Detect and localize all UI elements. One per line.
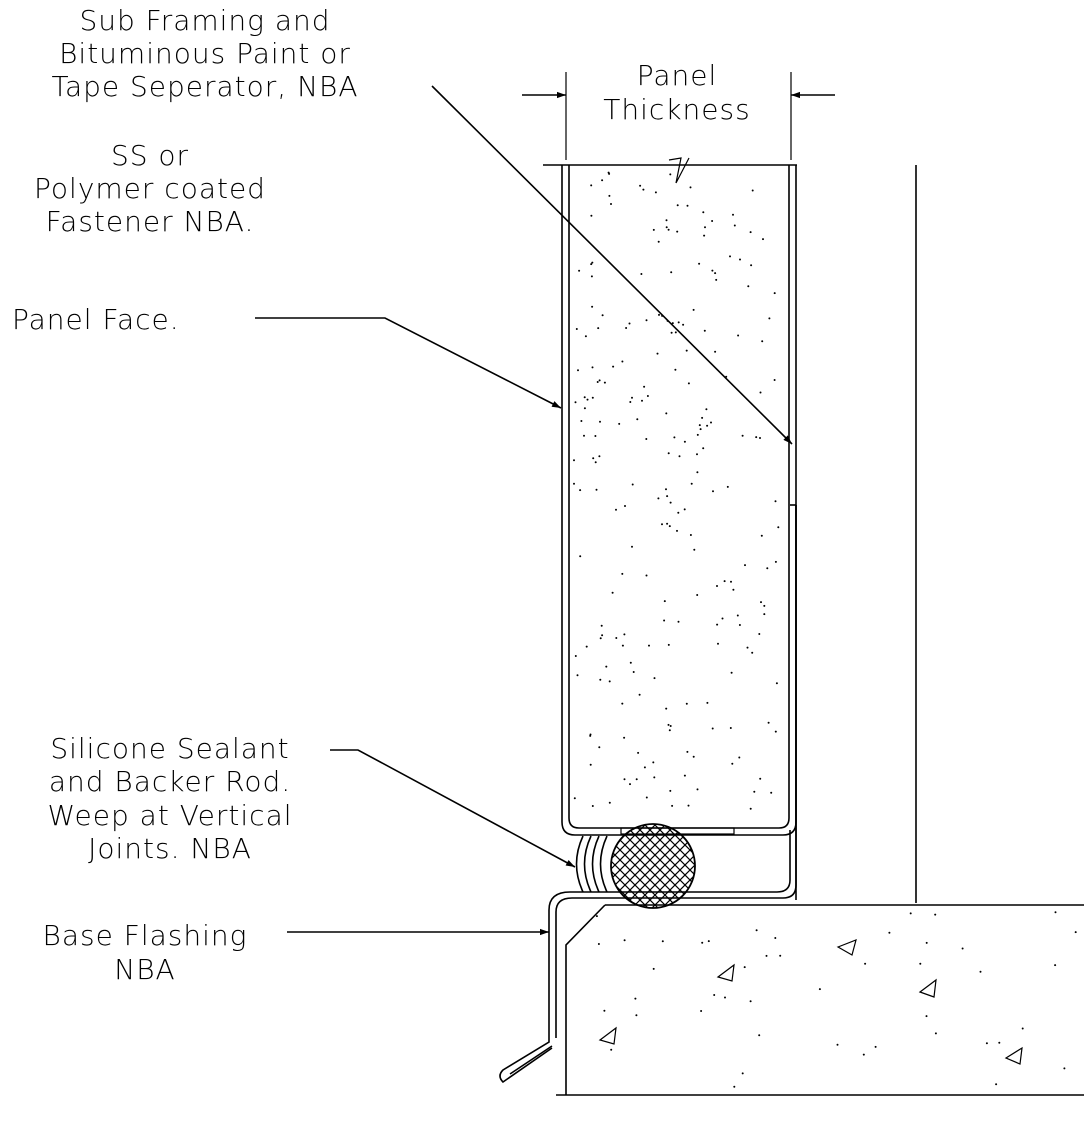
panel-body	[543, 157, 797, 836]
base-flashing	[499, 505, 797, 1084]
label-base-flashing-line-1: Base Flashing	[43, 919, 248, 952]
slab-aggregate-triangles	[598, 939, 1023, 1065]
leader-sealant	[330, 749, 576, 868]
sealant-bead	[575, 835, 608, 893]
label-sealant: Silicone Sealant and Backer Rod. Weep at…	[47, 732, 292, 865]
label-fastener-line-2: Polymer coated	[34, 172, 266, 205]
sub-framing	[790, 165, 917, 903]
label-sealant-line-3: Weep at Vertical	[47, 799, 292, 832]
label-sealant-line-4: Joints. NBA	[88, 832, 252, 865]
label-panel-thickness-line-1: Panel	[637, 59, 718, 92]
label-fastener-line-1: SS or	[111, 139, 189, 172]
label-sub-framing-line-2: Bituminous Paint or	[59, 37, 351, 70]
leader-panel-face	[255, 317, 562, 409]
label-base-flashing-line-2: NBA	[114, 953, 175, 986]
panel-thickness-dimension	[522, 72, 835, 160]
label-panel-face: Panel Face.	[12, 303, 180, 336]
panel-core-stipple	[573, 171, 780, 810]
concrete-slab	[556, 904, 1084, 1096]
label-sub-framing-line-3: Tape Seperator, NBA	[51, 70, 358, 103]
label-base-flashing: Base Flashing NBA	[43, 919, 248, 986]
label-panel-thickness: Panel Thickness	[603, 59, 750, 126]
label-sealant-line-1: Silicone Sealant	[50, 732, 289, 765]
slab-aggregate-stipple	[595, 911, 1077, 1088]
label-sealant-line-2: and Backer Rod.	[49, 765, 291, 798]
backer-rod	[610, 823, 696, 909]
leader-lines	[255, 85, 793, 936]
break-symbol	[668, 157, 690, 184]
label-fastener: SS or Polymer coated Fastener NBA.	[34, 139, 266, 238]
label-sub-framing: Sub Framing and Bituminous Paint or Tape…	[51, 4, 358, 103]
label-panel-thickness-line-2: Thickness	[603, 93, 750, 126]
leader-sub-framing	[431, 85, 793, 445]
label-fastener-line-3: Fastener NBA.	[46, 205, 255, 238]
label-sub-framing-line-1: Sub Framing and	[79, 4, 330, 37]
